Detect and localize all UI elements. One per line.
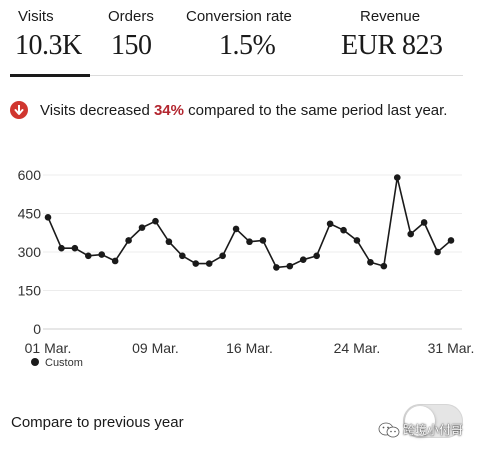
y-tick-label: 0 [33,321,41,337]
data-point [353,237,361,244]
series-line [47,176,452,269]
data-point [138,224,146,231]
data-point [420,219,428,226]
data-point [152,217,159,225]
data-point [58,244,65,252]
data-point [192,260,200,267]
y-tick-label: 450 [18,206,42,222]
data-point [407,230,415,238]
data-point [259,237,267,244]
y-tick-label: 150 [18,283,42,299]
data-point [299,256,307,263]
metric-value: EUR 823 [341,30,443,61]
data-point [125,237,132,244]
data-point [85,252,92,260]
tabs-divider [10,75,463,76]
wechat-icon [378,422,400,437]
data-point [326,220,334,228]
metric-label: Visits [18,8,54,25]
x-tick-label: 01 Mar. [25,340,72,356]
metric-value: 10.3K [15,30,82,61]
data-point [380,262,388,270]
y-tick-label: 600 [18,167,42,183]
data-point [367,258,374,266]
compare-toggle[interactable] [403,404,463,438]
data-point [273,264,280,271]
toggle-knob [405,406,435,436]
data-point [179,252,186,260]
legend-marker [31,358,39,366]
data-point [434,248,441,256]
data-point [393,174,401,181]
data-point [165,238,173,246]
metric-label: Orders [108,8,154,25]
watermark-text: 跨境小付哥 [403,423,464,437]
data-point [111,257,119,265]
data-point [447,237,455,244]
y-tick-label: 300 [18,244,42,260]
data-point [340,226,347,234]
data-point [98,251,106,258]
notice-suffix: compared to the same period last year. [183,102,448,119]
notice-text: Visits decreased 34% compared to the sam… [40,100,460,121]
legend-label: Custom [45,357,83,369]
arrow-down-circle-icon [10,101,28,119]
data-point [44,214,52,221]
notice-percent: 34% [153,102,184,119]
metric-label: Conversion rate [186,8,292,25]
compare-label: Compare to previous year [11,414,184,431]
active-tab-indicator [10,74,90,77]
x-tick-label: 16 Mar. [226,340,273,356]
data-point [286,262,294,270]
data-point [246,238,253,246]
data-point [71,244,79,252]
metric-label: Revenue [360,8,421,25]
metric-value: 1.5% [219,30,276,61]
x-tick-label: 31 Mar. [428,340,475,356]
data-point [232,225,240,233]
metrics-bar: Visits 10.3K Orders 150 Conversion rate … [0,0,477,78]
x-tick-label: 24 Mar. [334,340,381,356]
notice-prefix: Visits decreased [40,102,154,119]
data-point [313,252,320,260]
data-point [205,260,213,267]
metric-value: 150 [111,30,152,61]
watermark: 跨境小付哥 [378,421,463,438]
visits-line-chart: 600 450 300 150 0 01 Mar. 09 Mar. 16 Mar. 24 Mar… [18,167,475,369]
x-tick-label: 09 Mar. [132,340,179,356]
data-point [219,252,226,260]
